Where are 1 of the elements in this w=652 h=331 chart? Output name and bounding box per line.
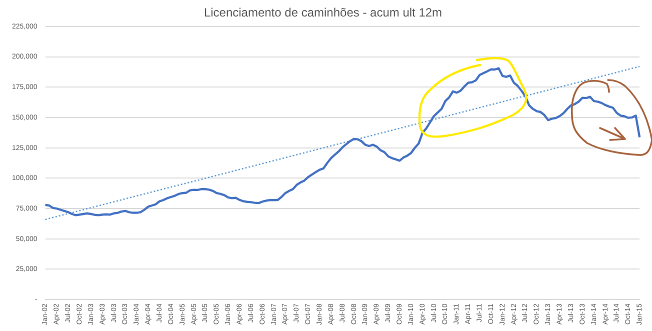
chart-title: Licenciamento de caminhões - acum ult 12m [204, 6, 442, 20]
